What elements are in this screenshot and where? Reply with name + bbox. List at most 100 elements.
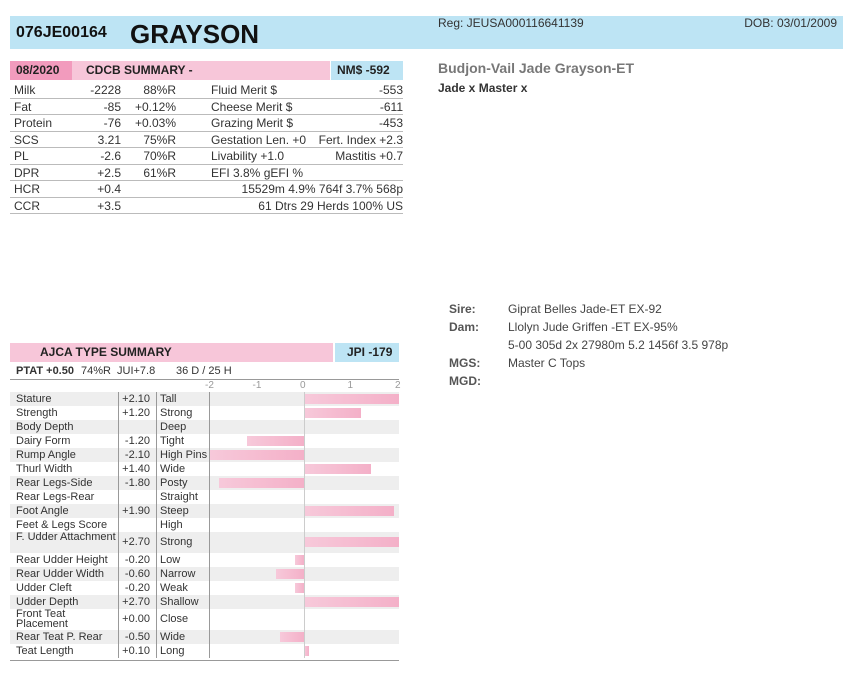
scale-tick-label: 2	[395, 380, 401, 391]
merit-label: Livability +1.0	[211, 149, 285, 163]
trait-reliability: 70%R	[143, 149, 176, 163]
type-trait-descriptor: Deep	[160, 421, 187, 433]
type-trait-bar	[304, 464, 371, 474]
type-trait-label: Dairy Form	[16, 435, 71, 447]
type-trait-value: +0.00	[122, 613, 150, 625]
cdcb-summary: 08/2020 CDCB SUMMARY - NM$ -592 Milk -222…	[10, 61, 403, 214]
trait-row: Rear Legs-Side -1.80 Posty	[10, 476, 399, 490]
type-trait-descriptor: Shallow	[160, 596, 199, 608]
daughters-herds: 36 D / 25 H	[176, 365, 232, 377]
full-animal-name: Budjon-Vail Jade Grayson-ET	[438, 60, 635, 76]
merit-label: EFI 3.8% gEFI %	[211, 165, 304, 180]
type-trait-descriptor: Posty	[160, 477, 188, 489]
type-trait-label: Udder Cleft	[16, 582, 72, 594]
trait-value: +2.5	[97, 165, 121, 180]
type-trait-bar	[280, 632, 304, 642]
type-trait-label: Rear Udder Height	[16, 554, 108, 566]
type-trait-bar	[247, 436, 304, 446]
cdcb-rows: Milk -2228 88%R Fluid Merit $ -553 Fat -85 +0.1…	[10, 82, 403, 214]
trait-reliability: 88%R	[143, 83, 176, 97]
trait-label: HCR	[14, 182, 40, 196]
type-trait-value: +1.90	[122, 505, 150, 517]
cdcb-row: PL -2.6 70%R Livability +1.0 Mastitis +0.7	[10, 148, 403, 165]
trait-label: SCS	[14, 132, 39, 147]
trait-reliability: 61%R	[143, 165, 176, 180]
merit-label: Fluid Merit $	[211, 83, 278, 97]
sire-stack: Jade x Master x	[438, 81, 528, 95]
trait-row: Rear Udder Width -0.60 Narrow	[10, 567, 399, 581]
type-scale: -2 -1 0 1 2	[10, 380, 401, 392]
type-trait-label: Rear Legs-Rear	[16, 491, 95, 503]
type-trait-label: Rear Udder Width	[16, 568, 105, 580]
trait-row: Strength +1.20 Strong	[10, 406, 399, 420]
merit-value: 15529m 4.9% 764f 3.7% 568p	[241, 182, 403, 196]
type-trait-descriptor: Narrow	[160, 568, 196, 580]
ajca-title: AJCA TYPE SUMMARY	[40, 345, 172, 359]
ajca-header-bar	[10, 343, 333, 362]
trait-rows: Stature +2.10 Tall Strength +1.20 Strong Body …	[10, 392, 399, 661]
type-trait-descriptor: Long	[160, 645, 185, 657]
cdcb-row: Fat -85 +0.12% Cheese Merit $ -611	[10, 99, 403, 115]
cdcb-row: HCR +0.4 15529m 4.9% 764f 3.7% 568p	[10, 181, 403, 198]
type-trait-label: Front Teat Placement	[16, 608, 68, 630]
type-trait-label: Feet & Legs Score	[16, 519, 108, 531]
net-merit-badge: NM$ -592	[331, 61, 403, 80]
cdcb-row: Protein -76 +0.03% Grazing Merit $ -453	[10, 115, 403, 132]
ajca-type-summary: AJCA TYPE SUMMARY JPI -179 PTAT +0.50 74…	[10, 343, 401, 661]
trait-label: CCR	[14, 198, 40, 213]
merit-value: -611	[379, 99, 403, 114]
type-trait-descriptor: High	[160, 519, 183, 531]
type-trait-value: +2.70	[122, 536, 150, 548]
type-trait-bar	[304, 646, 309, 656]
zero-axis-line	[304, 392, 305, 658]
trait-value: 3.21	[97, 132, 121, 147]
cdcb-title: CDCB SUMMARY -	[86, 63, 193, 77]
trait-label: Protein	[14, 116, 53, 130]
merit-value: 61 Dtrs 29 Herds 100% US	[258, 198, 403, 213]
type-trait-value: -0.60	[124, 568, 150, 580]
ptat-row: PTAT +0.50 74%R JUI+7.8 36 D / 25 H	[10, 362, 399, 380]
type-trait-value: -1.80	[124, 477, 150, 489]
type-trait-descriptor: Strong	[160, 407, 193, 419]
scale-tick-label: -1	[252, 380, 262, 391]
column-divider	[156, 392, 157, 658]
type-trait-bar	[209, 450, 304, 460]
type-trait-label: Teat Length	[16, 645, 74, 657]
ajca-header: AJCA TYPE SUMMARY JPI -179	[10, 343, 399, 362]
trait-value: +3.5	[97, 198, 121, 213]
type-trait-bar	[304, 408, 361, 418]
type-trait-value: -0.20	[124, 582, 150, 594]
type-trait-descriptor: Tight	[160, 435, 185, 447]
cdcb-date: 08/2020	[10, 61, 72, 80]
trait-row: Body Depth Deep	[10, 420, 399, 434]
cdcb-row: Milk -2228 88%R Fluid Merit $ -553	[10, 82, 403, 99]
merit-value: -553	[378, 83, 403, 97]
trait-reliability: +0.12%	[134, 99, 176, 114]
type-trait-bar	[294, 555, 304, 565]
type-trait-value: -2.10	[124, 449, 150, 461]
type-trait-value: -1.20	[124, 435, 150, 447]
type-trait-value: +0.10	[122, 645, 150, 657]
animal-name: GRAYSON	[130, 19, 260, 49]
type-trait-descriptor: Weak	[160, 582, 188, 594]
column-divider	[209, 392, 210, 658]
type-trait-bar	[304, 537, 399, 547]
registration-id: Reg: JEUSA000116641139	[438, 16, 584, 30]
type-trait-descriptor: Close	[160, 613, 189, 625]
pedigree-label: MGS:	[449, 356, 481, 370]
type-trait-value: -0.50	[124, 631, 150, 643]
trait-row: Thurl Width +1.40 Wide	[10, 462, 399, 476]
type-trait-bar	[218, 478, 304, 488]
trait-value: -85	[103, 99, 121, 114]
cdcb-row: DPR +2.5 61%R EFI 3.8% gEFI %	[10, 165, 403, 181]
type-trait-label: Body Depth	[16, 421, 74, 433]
pedigree-value: Giprat Belles Jade-ET EX-92	[508, 302, 662, 316]
trait-value: -76	[103, 116, 121, 130]
trait-row: Feet & Legs Score High	[10, 518, 399, 532]
pedigree-value: Master C Tops	[508, 356, 586, 370]
jui-value: JUI+7.8	[117, 365, 156, 377]
trait-value: -2228	[90, 83, 121, 97]
merit-value: -453	[378, 116, 403, 130]
type-summary-bottom-rule	[10, 660, 399, 661]
type-trait-descriptor: Wide	[160, 631, 186, 643]
